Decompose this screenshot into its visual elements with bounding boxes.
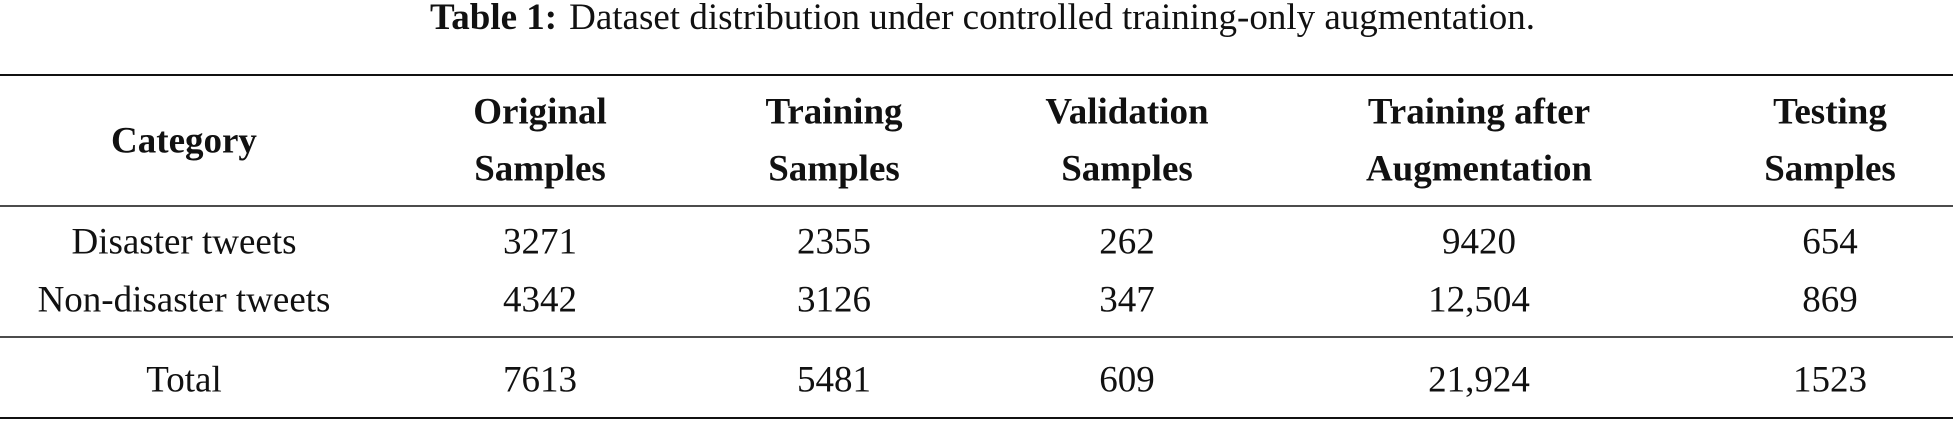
cell: Non-disaster tweets	[38, 279, 331, 320]
header-cell: Samples	[768, 148, 900, 189]
total-cell: 21,924	[1428, 359, 1530, 400]
header-cell: Augmentation	[1366, 148, 1593, 189]
header-cell: Samples	[1764, 148, 1896, 189]
cell: 9420	[1442, 221, 1516, 262]
cell: 262	[1099, 221, 1155, 262]
caption-label: Table 1:	[430, 0, 557, 38]
cell: 2355	[797, 221, 871, 262]
cell: 869	[1802, 279, 1858, 320]
caption-text: Dataset distribution under controlled tr…	[569, 0, 1535, 38]
total-cell: 609	[1099, 359, 1155, 400]
total-cell: 1523	[1793, 359, 1867, 400]
total-cell: Total	[146, 359, 222, 400]
cell: 3271	[503, 221, 577, 262]
cell: 347	[1099, 279, 1155, 320]
total-cell: 7613	[503, 359, 577, 400]
table-caption: Table 1: Dataset distribution under contr…	[430, 0, 1535, 38]
header-cell: Samples	[474, 148, 606, 189]
cell: 12,504	[1428, 279, 1530, 320]
header-cell: Samples	[1061, 148, 1193, 189]
header-cell: Category	[111, 120, 257, 161]
header-cell: Training	[765, 91, 903, 132]
header-cell: Validation	[1045, 91, 1209, 132]
cell: 654	[1802, 221, 1858, 262]
header-cell: Original	[473, 91, 607, 132]
header-cell: Training after	[1368, 91, 1590, 132]
cell: 3126	[797, 279, 871, 320]
total-cell: 5481	[797, 359, 871, 400]
header-cell: Testing	[1773, 91, 1887, 132]
cell: Disaster tweets	[71, 221, 296, 262]
cell: 4342	[503, 279, 577, 320]
